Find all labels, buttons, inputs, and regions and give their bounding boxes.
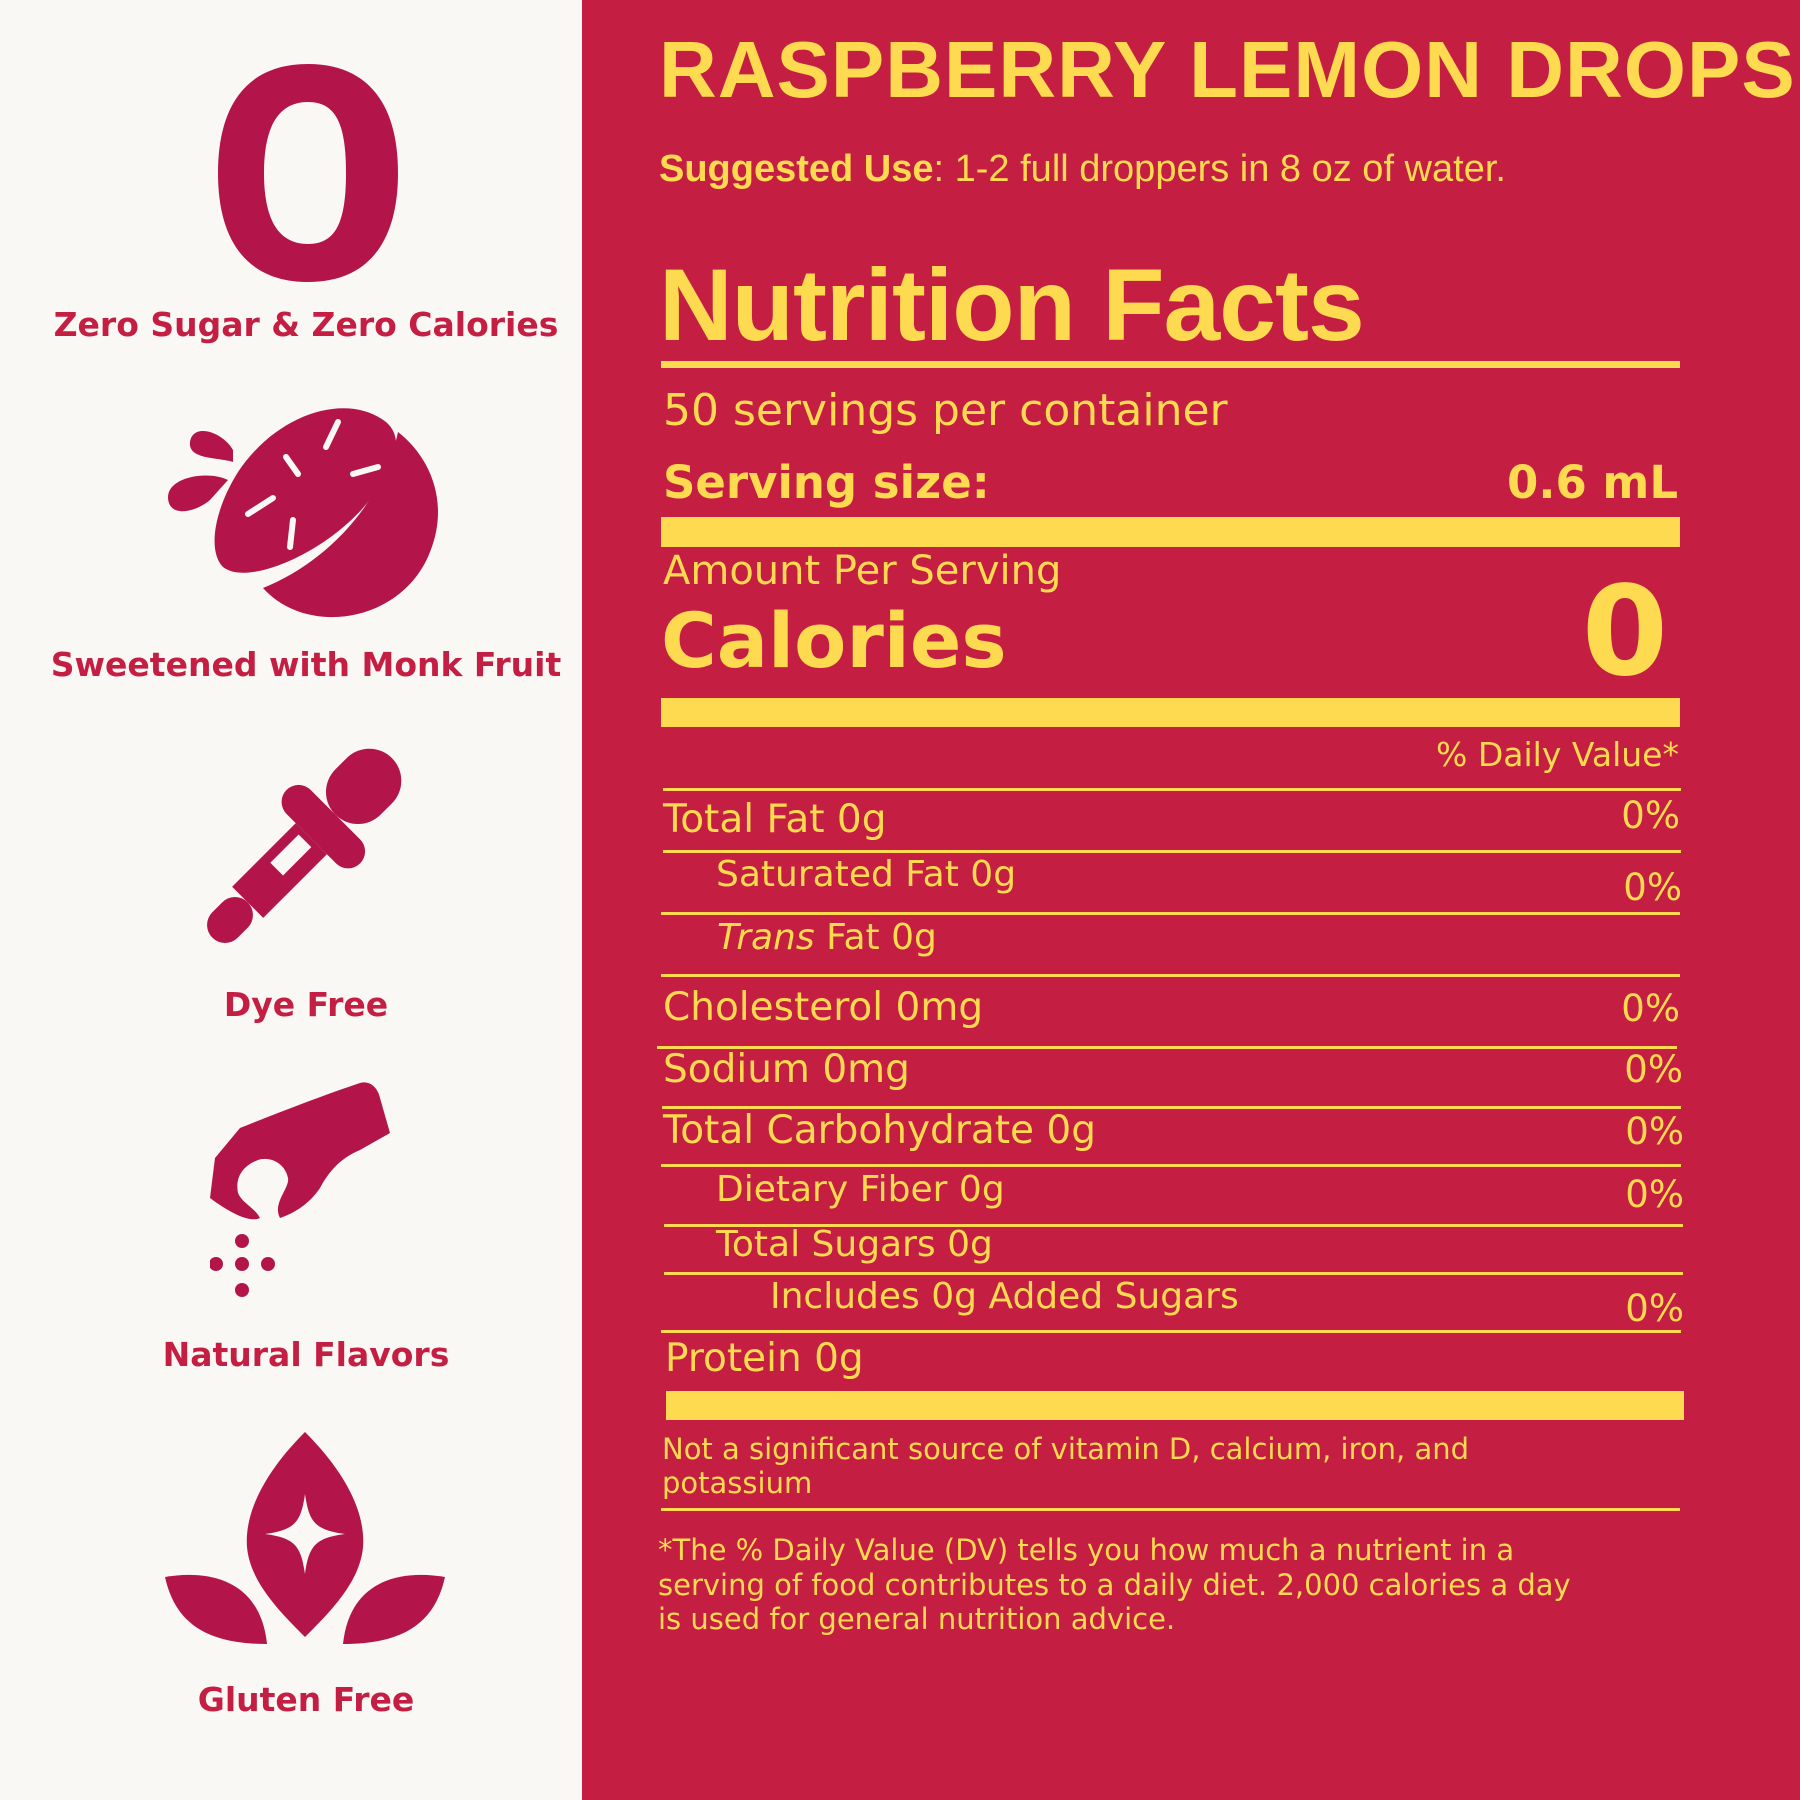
- product-title: RASPBERRY LEMON DROPS: [659, 25, 1796, 114]
- zero-smile-icon: [218, 64, 398, 282]
- nutrient-dv: 0%: [1624, 1048, 1683, 1091]
- feature-dye-free: Dye Free: [0, 690, 582, 1030]
- serving-size-label: Serving size:: [663, 456, 990, 509]
- thick-rule-3: [666, 1391, 1684, 1420]
- nutrient-dv: 0%: [1623, 866, 1682, 909]
- nutrient-label: Protein 0g: [665, 1336, 864, 1381]
- row-divider: [661, 1164, 1681, 1167]
- daily-value-footnote: *The % Daily Value (DV) tells you how mu…: [658, 1533, 1571, 1636]
- feature-label: Dye Free: [223, 985, 389, 1024]
- calories-value: 0: [1581, 560, 1668, 704]
- row-divider: [664, 1272, 1683, 1275]
- not-significant-note: Not a significant source of vitamin D, c…: [662, 1432, 1470, 1500]
- monk-fruit-icon: [168, 408, 439, 618]
- row-divider: [657, 1046, 1677, 1049]
- nutrient-label: Total Fat 0g: [663, 797, 887, 842]
- footnote-rule: [661, 1508, 1680, 1511]
- amount-per-serving: Amount Per Serving: [663, 548, 1062, 594]
- row-divider: [661, 1330, 1681, 1333]
- row-divider: [661, 974, 1680, 977]
- nutrient-dv: 0%: [1625, 1110, 1684, 1153]
- feature-gluten-free: Gluten Free: [0, 1380, 582, 1800]
- feature-zero-sugar: Zero Sugar & Zero Calories: [0, 0, 582, 350]
- nutrient-label: Includes 0g Added Sugars: [770, 1276, 1239, 1317]
- pinch-sprinkle-icon: [210, 1082, 390, 1297]
- nutrient-label: Saturated Fat 0g: [716, 854, 1017, 895]
- thick-rule-1: [661, 517, 1680, 547]
- calories-label: Calories: [661, 596, 1007, 685]
- nutrition-panel: [582, 0, 1800, 1800]
- nutrient-dv: 0%: [1621, 987, 1680, 1030]
- row-divider: [661, 912, 1680, 915]
- features-panel: Zero Sugar & Zero Calories Sweetened wit…: [0, 0, 582, 1800]
- serving-size-value: 0.6 mL: [1507, 456, 1678, 509]
- nutrient-dv: 0%: [1625, 1173, 1684, 1216]
- nutrient-dv: 0%: [1625, 1287, 1684, 1330]
- nutrient-label: Trans Fat 0g: [717, 917, 937, 958]
- suggested-use-text: : 1-2 full droppers in 8 oz of water.: [933, 148, 1506, 190]
- nutrition-facts-heading: Nutrition Facts: [659, 248, 1365, 362]
- nutrient-label: Dietary Fiber 0g: [716, 1169, 1005, 1210]
- nutrient-dv: 0%: [1621, 794, 1680, 837]
- feature-label: Gluten Free: [197, 1680, 415, 1719]
- feature-monk-fruit: Sweetened with Monk Fruit: [0, 350, 582, 690]
- nutrient-label-italic: Trans: [717, 917, 815, 958]
- nutrient-label: Cholesterol 0mg: [663, 985, 984, 1030]
- dropper-icon: [207, 748, 402, 943]
- heading-rule: [661, 361, 1680, 368]
- feature-label: Natural Flavors: [162, 1335, 450, 1374]
- leaves-sparkle-icon: [165, 1432, 445, 1644]
- suggested-use-label: Suggested Use: [659, 148, 934, 190]
- row-divider: [662, 1106, 1681, 1109]
- row-divider: [663, 850, 1681, 853]
- nutrient-label: Total Carbohydrate 0g: [663, 1108, 1096, 1153]
- row-divider: [664, 1224, 1683, 1227]
- nutrient-label: Sodium 0mg: [663, 1047, 910, 1092]
- servings-per-container: 50 servings per container: [663, 385, 1228, 436]
- suggested-use: Suggested Use: 1-2 full droppers in 8 oz…: [659, 150, 1506, 188]
- nutrient-label: Total Sugars 0g: [716, 1224, 993, 1265]
- feature-label: Zero Sugar & Zero Calories: [53, 305, 559, 344]
- feature-natural-flavors: Natural Flavors: [0, 1030, 582, 1380]
- row-divider: [663, 788, 1681, 791]
- feature-label: Sweetened with Monk Fruit: [50, 645, 562, 684]
- thick-rule-2: [661, 698, 1680, 727]
- daily-value-header: % Daily Value*: [1436, 735, 1679, 774]
